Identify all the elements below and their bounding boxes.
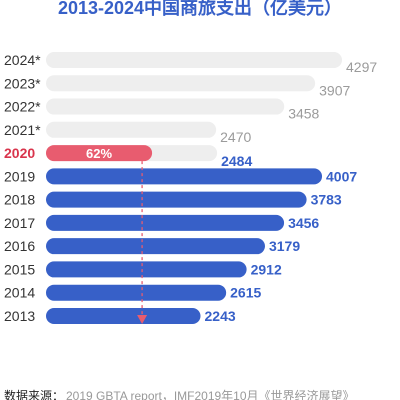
bar-2021-forecast [46, 121, 217, 138]
bar-2022-forecast [46, 98, 285, 115]
category-label-2022-forecast: 2022* [4, 99, 41, 115]
category-label-2023-forecast: 2023* [4, 75, 41, 91]
decline-arrow-head [137, 314, 148, 324]
category-label-2014: 2014 [4, 285, 35, 301]
category-label-2021-forecast: 2021* [4, 122, 41, 138]
category-label-2024-forecast: 2024* [4, 52, 41, 68]
value-label-2017: 3456 [288, 215, 319, 231]
category-label-2013: 2013 [4, 308, 35, 324]
category-label-2020: 2020 [4, 145, 35, 161]
category-label-2016: 2016 [4, 238, 35, 254]
bar-2017 [46, 214, 285, 231]
bar-2013 [46, 307, 201, 324]
category-label-2017: 2017 [4, 215, 35, 231]
chart-title: 2013-2024中国商旅支出（亿美元） [58, 0, 342, 18]
source-text: 2019 GBTA report，IMF2019年10月《世界经济展望》 [66, 388, 355, 400]
value-label-2023-forecast: 3907 [319, 82, 350, 98]
category-label-2018: 2018 [4, 192, 35, 208]
bar-2018 [46, 191, 307, 208]
value-label-2018: 3783 [311, 192, 342, 208]
bar-2015 [46, 261, 247, 278]
value-label-2022-forecast: 3458 [288, 106, 319, 122]
value-label-2021-forecast: 2470 [220, 129, 251, 145]
value-label-2014: 2615 [230, 285, 261, 301]
value-label-2020: 2484 [221, 153, 252, 169]
bar-2023-forecast [46, 75, 316, 92]
value-label-2016: 3179 [269, 238, 300, 254]
category-label-2019: 2019 [4, 168, 35, 184]
value-label-2013: 2243 [205, 308, 236, 324]
highlight-share-label: 62% [86, 146, 112, 161]
category-label-2015: 2015 [4, 261, 35, 277]
value-label-2015: 2912 [251, 261, 282, 277]
bar-2019 [46, 168, 323, 185]
source-label: 数据来源： [4, 388, 64, 400]
bar-2020-share [46, 145, 153, 162]
bar-2014 [46, 284, 227, 301]
bar-2016 [46, 238, 265, 255]
value-label-2024-forecast: 4297 [346, 59, 377, 75]
bars-layer: 2024* 4297 2023* 3907 2022* 3458 2021* 2470 2020… [4, 52, 377, 324]
bar-2024-forecast [46, 52, 342, 68]
value-label-2019: 4007 [326, 168, 357, 184]
